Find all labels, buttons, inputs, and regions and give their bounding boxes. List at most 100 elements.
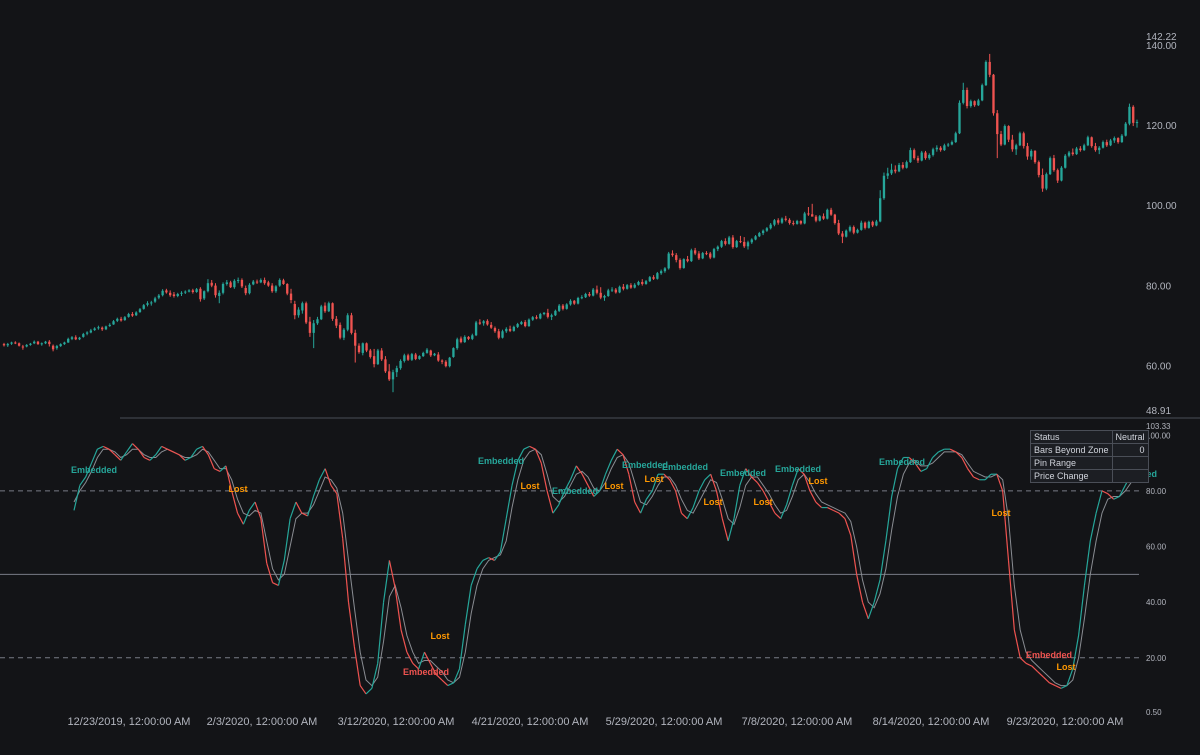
candle-body	[286, 283, 289, 294]
candle	[931, 147, 935, 157]
candle-body	[25, 344, 28, 347]
osc-axis-tick-label: 20.00	[1146, 654, 1167, 663]
candle-body	[512, 326, 516, 331]
osc-main-segment	[1049, 682, 1056, 687]
candle-body	[1007, 126, 1010, 140]
osc-annotation: Lost	[809, 476, 828, 486]
candle	[588, 291, 591, 297]
candle	[320, 304, 323, 321]
candle-body	[641, 281, 644, 284]
candle-body	[807, 213, 810, 215]
candle-body	[569, 300, 572, 305]
candle	[799, 220, 803, 225]
candle	[176, 292, 179, 298]
candle-body	[720, 241, 723, 247]
candle-body	[860, 222, 863, 230]
candle-body	[924, 152, 927, 159]
candle-body	[524, 322, 527, 327]
candle	[1037, 160, 1040, 178]
candle-body	[508, 328, 512, 331]
osc-main-segment	[891, 468, 899, 497]
candle	[1128, 103, 1131, 126]
osc-main-segment	[79, 476, 87, 486]
osc-main-segment	[803, 474, 811, 492]
candle-body	[433, 353, 436, 356]
candle	[437, 352, 440, 362]
candle-body	[682, 259, 685, 268]
osc-main-segment	[1043, 676, 1050, 684]
candle-body	[822, 216, 825, 219]
candle	[97, 325, 100, 330]
candle	[414, 352, 417, 361]
candle	[754, 235, 757, 241]
osc-main-segment	[897, 457, 904, 469]
osc-annotation: Embedded	[478, 456, 524, 466]
candle	[735, 239, 738, 248]
osc-main-segment	[289, 501, 297, 519]
osc-main-segment	[342, 538, 350, 603]
candle-body	[1026, 146, 1029, 157]
candle	[244, 285, 247, 296]
candle-body	[331, 303, 334, 319]
candle-body	[255, 281, 259, 283]
candle-body	[675, 255, 678, 260]
candle-body	[973, 101, 976, 106]
candle-body	[82, 334, 85, 337]
date-axis-label: 5/29/2020, 12:00:00 AM	[606, 716, 723, 728]
candle	[765, 227, 769, 232]
candle	[988, 53, 991, 78]
candle	[1101, 140, 1105, 149]
candle-body	[535, 317, 538, 319]
osc-annotation: Lost	[431, 631, 450, 641]
candle	[274, 285, 278, 293]
osc-main-segment	[517, 448, 525, 461]
candle	[29, 342, 32, 346]
candle	[138, 308, 142, 313]
candle-body	[493, 328, 497, 332]
candle	[153, 296, 157, 303]
osc-main-segment	[610, 448, 618, 461]
candle-body	[731, 237, 735, 248]
candle	[535, 315, 538, 320]
candle	[463, 335, 466, 343]
osc-main-segment	[1007, 560, 1015, 631]
candle-body	[965, 89, 969, 107]
candle-body	[74, 337, 77, 340]
candle-body	[1132, 106, 1135, 123]
candle-body	[78, 337, 81, 340]
candle	[478, 319, 482, 325]
osc-main-segment	[494, 551, 501, 561]
osc-main-segment	[254, 501, 262, 519]
candle	[693, 247, 697, 256]
candle	[1018, 131, 1022, 147]
osc-main-segment	[1101, 490, 1109, 495]
osc-main-segment	[523, 445, 530, 450]
candle	[573, 300, 576, 305]
candle-body	[40, 343, 43, 345]
candle	[671, 250, 674, 257]
candle-body	[539, 314, 542, 319]
candle-body	[440, 360, 444, 362]
osc-main-segment	[704, 473, 712, 481]
candle	[1067, 150, 1071, 158]
candle-body	[474, 322, 478, 336]
candle-body	[384, 359, 387, 372]
candle	[837, 219, 840, 236]
candle	[1132, 105, 1135, 127]
osc-main-segment	[1060, 685, 1068, 689]
candle	[531, 316, 534, 321]
candle-body	[176, 294, 179, 297]
candle	[388, 364, 391, 381]
candle	[1086, 135, 1090, 147]
candle-body	[1030, 150, 1033, 157]
candle	[399, 359, 402, 370]
candle-body	[240, 279, 244, 287]
candle-body	[153, 298, 157, 302]
candle	[418, 355, 421, 360]
osc-main-segment	[312, 479, 320, 497]
candle-body	[429, 350, 432, 356]
candle-body	[709, 253, 712, 258]
candle	[1079, 146, 1082, 152]
candle	[342, 328, 346, 341]
